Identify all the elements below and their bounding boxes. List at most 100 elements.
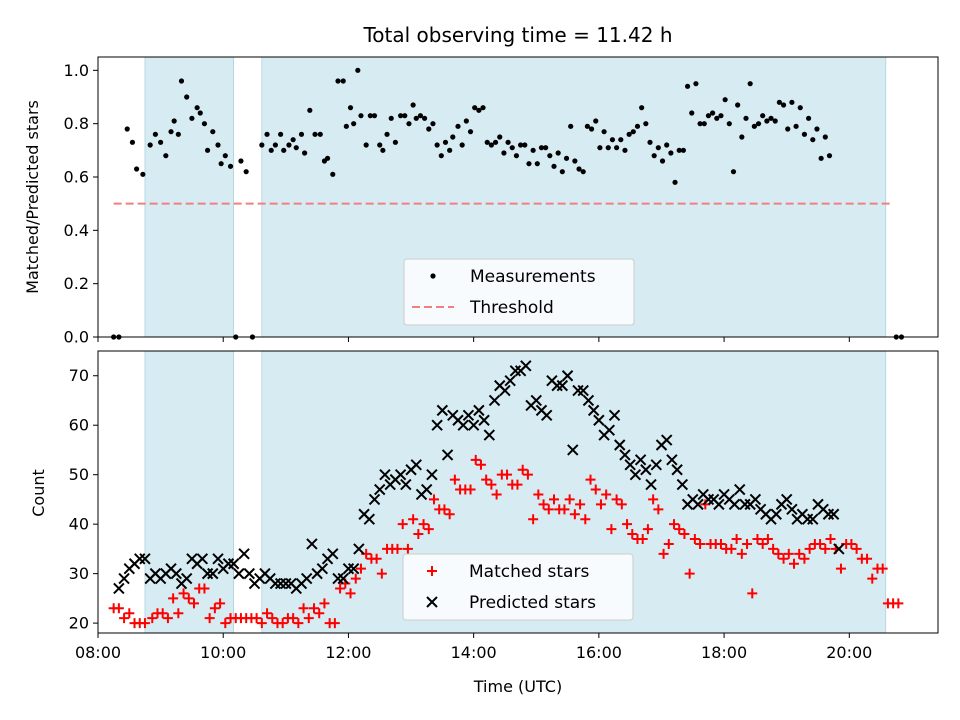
top-series-0-point-126 (668, 150, 674, 156)
top-series-0-point-15 (189, 115, 195, 121)
bottom-series-0-point-145 (867, 573, 878, 584)
bottom-series-0-point-142 (851, 543, 862, 554)
top-series-0-point-148 (760, 113, 766, 119)
bottom-series-0-point-136 (820, 543, 831, 554)
bottom-series-0-point-86 (559, 504, 570, 515)
x-tick-label-2: 12:00 (325, 643, 371, 662)
top-series-0-point-17 (197, 110, 203, 116)
top-series-0-point-52 (358, 113, 364, 119)
bottom-series-1-point-84 (551, 379, 563, 392)
top-series-0-point-157 (797, 105, 803, 111)
bottom-series-1-point-122 (749, 493, 762, 506)
bottom-series-1-point-50 (374, 483, 386, 496)
bottom-series-1-point-5 (139, 553, 151, 565)
top-series-0-point-44 (324, 155, 331, 161)
bottom-series-0-point-46 (350, 573, 361, 584)
bottom-series-1-point-21 (222, 558, 235, 570)
top-series-0-point-78 (467, 129, 474, 135)
bottom-panel: 20 30 40 50 60 70 08:00 10:00 12:00 14:00 16:00 18:… (69, 350, 939, 662)
bottom-y-tick-label-1: 30 (69, 564, 89, 583)
bottom-series-0-point-108 (674, 524, 685, 535)
bottom-series-0-point-147 (877, 563, 888, 574)
bottom-series-1-point-101 (640, 464, 652, 476)
x-tick-label-1: 10:00 (200, 643, 246, 662)
bottom-series-0-point-58 (413, 529, 424, 540)
bottom-series-1-point-57 (410, 459, 422, 471)
top-series-0-point-23 (222, 153, 228, 159)
top-series-0-point-159 (806, 115, 812, 121)
bottom-series-1-point-129 (786, 503, 798, 516)
bottom-series-1-point-103 (650, 459, 662, 471)
top-series-0-point-158 (801, 131, 808, 137)
bottom-series-0-point-80 (528, 514, 539, 525)
top-series-0-point-146 (751, 123, 757, 129)
bottom-legend-marker-1 (426, 596, 438, 608)
bottom-series-0-point-29 (262, 608, 273, 619)
x-tick-label-3: 14:00 (451, 643, 497, 662)
bottom-series-0-point-54 (392, 543, 403, 554)
bottom-series-1-point-54 (394, 468, 407, 481)
top-series-0-point-106 (584, 123, 590, 129)
bottom-series-1-point-69 (473, 404, 485, 417)
bottom-series-0-point-57 (408, 514, 419, 525)
bottom-series-0-point-125 (762, 534, 773, 544)
top-series-0-point-48 (343, 123, 349, 129)
x-axis-label: Time (UTC) (473, 677, 562, 696)
top-series-0-point-33 (278, 131, 284, 137)
bottom-series-0-point-6 (139, 618, 150, 629)
x-tick-label-6: 20:00 (826, 643, 872, 662)
bottom-y-tick-label-5: 70 (69, 366, 89, 385)
bottom-series-0-point-82 (538, 499, 549, 510)
top-y-tick-label-3: 0.6 (64, 168, 89, 187)
bottom-series-1-point-99 (629, 468, 642, 481)
bottom-series-0-point-79 (522, 469, 533, 480)
bottom-series-1-point-136 (822, 508, 835, 520)
bottom-series-0-point-107 (669, 519, 679, 530)
bottom-series-0-point-144 (862, 553, 873, 564)
bottom-series-1-point-42 (332, 572, 344, 585)
top-series-0-point-12 (175, 131, 181, 137)
bottom-series-1-point-82 (540, 409, 553, 422)
top-series-0-point-116 (626, 131, 632, 137)
top-series-0-point-64 (410, 102, 416, 108)
bottom-series-0-point-64 (444, 509, 455, 520)
top-series-0-point-65 (413, 115, 419, 121)
bottom-series-1-point-119 (734, 483, 746, 496)
bottom-series-0-point-40 (319, 598, 330, 609)
bottom-series-0-point-9 (157, 608, 168, 619)
bottom-series-1-point-85 (556, 379, 569, 392)
top-series-0-point-109 (597, 145, 603, 151)
top-series-0-point-36 (290, 137, 296, 143)
top-axes-frame (97, 56, 939, 338)
top-series-0-point-161 (814, 126, 820, 132)
bottom-series-1-point-102 (645, 478, 657, 491)
top-series-0-point-125 (664, 142, 670, 148)
bottom-series-0-point-119 (731, 534, 742, 544)
top-series-0-point-81 (480, 105, 486, 111)
bottom-series-0-point-30 (267, 613, 278, 624)
top-y-tick-label-2: 0.4 (64, 221, 89, 240)
top-series-0-point-34 (281, 147, 287, 153)
top-series-0-point-16 (194, 105, 200, 111)
bottom-series-0-point-126 (768, 543, 779, 554)
bottom-series-0-point-59 (418, 519, 429, 530)
top-series-0-point-127 (672, 179, 678, 185)
top-series-0-point-100 (559, 169, 565, 175)
bottom-series-0-point-94 (601, 489, 612, 500)
bottom-legend-marker-0 (427, 566, 437, 576)
bottom-series-1-point-45 (347, 562, 360, 575)
bottom-series-1-point-32 (280, 577, 292, 590)
top-series-0-point-49 (347, 105, 354, 111)
bottom-series-0-point-61 (429, 494, 439, 505)
top-series-0-point-150 (768, 115, 774, 121)
top-series-0-point-79 (472, 105, 478, 111)
top-series-0-point-101 (563, 155, 570, 161)
top-series-0-point-144 (743, 115, 749, 121)
top-series-0-point-102 (568, 123, 574, 129)
bottom-series-1-point-76 (509, 365, 522, 377)
top-series-0-point-60 (392, 139, 398, 145)
bottom-series-0-point-15 (189, 598, 199, 609)
bottom-series-0-point-130 (789, 558, 799, 569)
bottom-series-0-point-13 (178, 588, 189, 599)
top-series-0-point-75 (455, 123, 461, 129)
